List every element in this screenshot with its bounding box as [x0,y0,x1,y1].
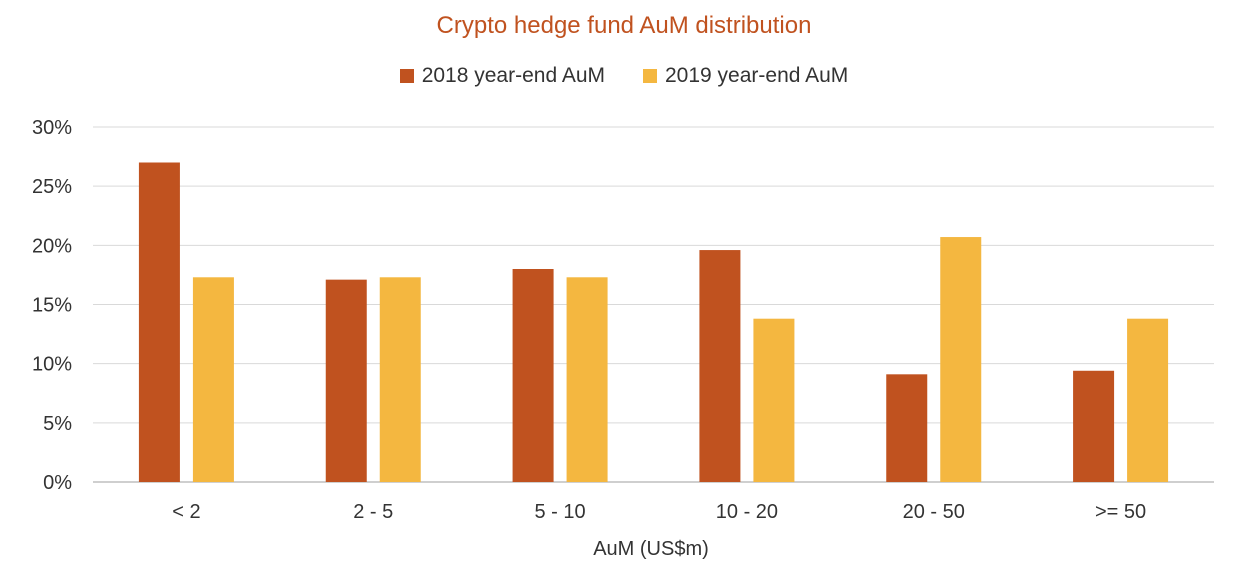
legend-label-2019: 2019 year-end AuM [665,64,849,87]
bar-2018 [512,269,554,482]
bar-2019 [192,277,234,482]
bar-2018 [138,162,180,482]
bar-2018 [1073,370,1115,482]
x-tick-label: < 2 [172,501,200,523]
y-tick-label: 5% [43,413,72,435]
y-tick-label: 25% [32,176,72,198]
bar-2019 [1127,318,1169,482]
bar-2019 [940,237,982,482]
x-axis-title: AuM (US$m) [593,538,709,560]
x-tick-label: 10 - 20 [716,501,778,523]
legend: 2018 year-end AuM 2019 year-end AuM [0,64,1248,88]
legend-swatch-2019 [643,69,657,83]
legend-item-2019: 2019 year-end AuM [643,64,848,88]
bar-2019 [753,318,795,482]
x-tick-label: 2 - 5 [353,501,393,523]
x-tick-label: >= 50 [1095,501,1146,523]
legend-label-2018: 2018 year-end AuM [421,64,605,87]
bar-2018 [699,250,741,482]
legend-swatch-2018 [399,69,414,83]
legend-item-2018: 2018 year-end AuM [399,64,605,88]
y-tick-label: 10% [32,354,72,376]
y-tick-label: 15% [32,295,72,317]
bar-2018 [325,279,367,482]
bar-2019 [379,277,421,482]
y-tick-label: 20% [32,235,72,257]
x-tick-label: 20 - 50 [903,501,965,523]
y-tick-label: 30% [32,117,72,139]
bar-2019 [566,277,608,482]
bar-2018 [886,374,928,482]
chart-title: Crypto hedge fund AuM distribution [436,12,812,39]
y-tick-label: 0% [43,472,72,494]
x-tick-label: 5 - 10 [535,501,586,523]
